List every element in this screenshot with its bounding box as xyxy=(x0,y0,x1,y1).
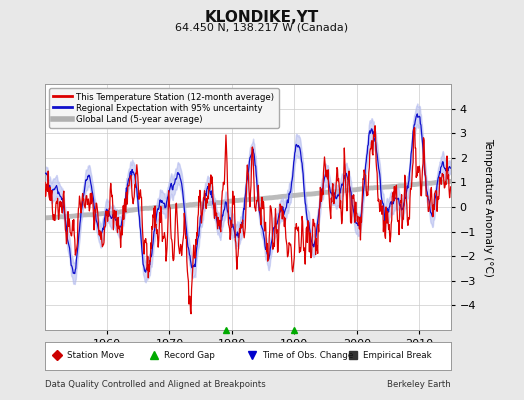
Text: KLONDIKE,YT: KLONDIKE,YT xyxy=(205,10,319,25)
Y-axis label: Temperature Anomaly (°C): Temperature Anomaly (°C) xyxy=(483,138,493,276)
Text: Empirical Break: Empirical Break xyxy=(363,351,432,360)
Text: Berkeley Earth: Berkeley Earth xyxy=(387,380,451,389)
Text: 64.450 N, 138.217 W (Canada): 64.450 N, 138.217 W (Canada) xyxy=(176,22,348,32)
Text: Data Quality Controlled and Aligned at Breakpoints: Data Quality Controlled and Aligned at B… xyxy=(45,380,265,389)
Text: Record Gap: Record Gap xyxy=(165,351,215,360)
Text: Time of Obs. Change: Time of Obs. Change xyxy=(262,351,353,360)
Legend: This Temperature Station (12-month average), Regional Expectation with 95% uncer: This Temperature Station (12-month avera… xyxy=(49,88,279,128)
Text: Station Move: Station Move xyxy=(67,351,124,360)
